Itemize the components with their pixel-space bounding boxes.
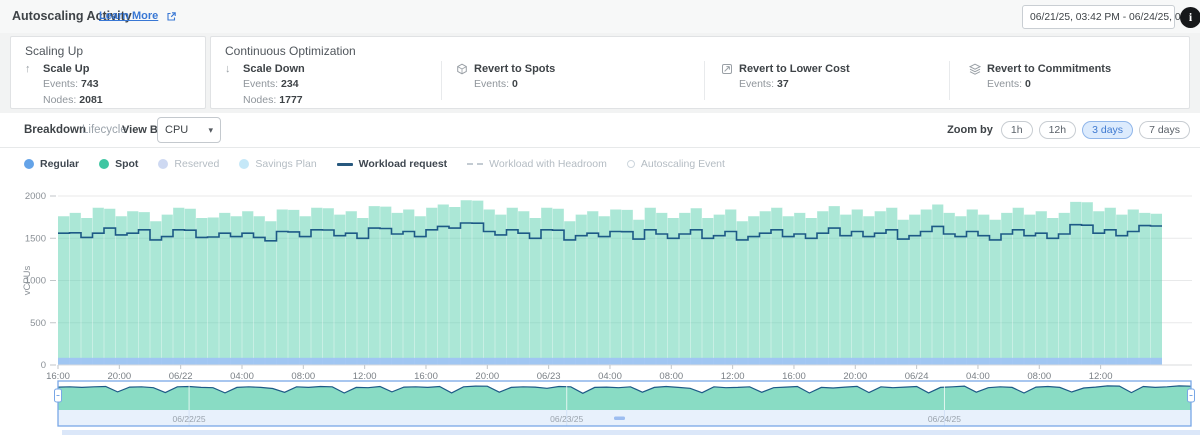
date-range-picker[interactable]: 06/21/25, 03:42 PM - 06/24/25, 03:42 PM bbox=[1022, 5, 1200, 29]
legend-reserved[interactable]: Reserved bbox=[158, 158, 219, 170]
legend-savings-plan[interactable]: Savings Plan bbox=[239, 158, 317, 170]
spot-swatch bbox=[99, 159, 110, 169]
chart-legend: Regular Spot Reserved Savings Plan Workl… bbox=[24, 152, 725, 176]
svg-text:08:00: 08:00 bbox=[1027, 371, 1051, 380]
svg-text:20:00: 20:00 bbox=[107, 371, 131, 380]
svg-text:06/24/25: 06/24/25 bbox=[928, 414, 961, 424]
stat-revert-to-lower-cost: Revert to Lower Cost Events: 37 bbox=[721, 63, 850, 91]
reserved-swatch bbox=[158, 159, 169, 169]
svg-text:08:00: 08:00 bbox=[659, 371, 683, 380]
divider bbox=[704, 61, 705, 100]
view-by-value: CPU bbox=[165, 124, 189, 136]
continuous-optimization-card: Continuous Optimization ↓ Scale Down Eve… bbox=[210, 36, 1190, 109]
divider bbox=[949, 61, 950, 100]
savings-plan-swatch bbox=[239, 159, 250, 169]
stat-label: Revert to Lower Cost bbox=[739, 63, 850, 75]
date-range-value: 06/21/25, 03:42 PM - 06/24/25, 03:42 PM bbox=[1030, 11, 1200, 23]
svg-text:16:00: 16:00 bbox=[414, 371, 438, 380]
svg-text:12:00: 12:00 bbox=[721, 371, 745, 380]
continuous-optimization-title: Continuous Optimization bbox=[225, 44, 356, 58]
svg-text:1500: 1500 bbox=[25, 233, 46, 244]
zoom-option-1h[interactable]: 1h bbox=[1000, 121, 1033, 139]
chevron-down-icon: ▾ bbox=[208, 124, 213, 135]
stat-events: Events: 0 bbox=[474, 78, 518, 90]
legend-workload-request[interactable]: Workload request bbox=[336, 158, 447, 170]
stat-nodes: Nodes: 2081 bbox=[43, 93, 103, 106]
svg-text:20:00: 20:00 bbox=[475, 371, 499, 380]
zoom-option-12h[interactable]: 12h bbox=[1038, 121, 1077, 139]
svg-text:06/22/25: 06/22/25 bbox=[173, 414, 206, 424]
svg-text:0: 0 bbox=[41, 360, 46, 371]
tab-lifecycle[interactable]: Lifecycle bbox=[82, 124, 127, 136]
stat-scale-up: ↑ Scale Up Events: 743 Nodes: 2081 bbox=[25, 63, 103, 106]
legend-workload-with-headroom[interactable]: Workload with Headroom bbox=[467, 158, 607, 170]
svg-text:06/24: 06/24 bbox=[905, 371, 929, 380]
zoom-by-label: Zoom by bbox=[947, 124, 993, 136]
legend-spot[interactable]: Spot bbox=[99, 158, 138, 170]
zoom-option-3days[interactable]: 3 days bbox=[1082, 121, 1134, 139]
svg-text:vCPUs: vCPUs bbox=[22, 265, 33, 295]
svg-text:12:00: 12:00 bbox=[353, 371, 377, 380]
view-by-select[interactable]: CPU ▾ bbox=[157, 117, 221, 143]
main-chart[interactable]: 0 500 1000 1500 2000 vCPUs 16:00 20:00 06/22 04:0… bbox=[0, 184, 1200, 380]
svg-text:08:00: 08:00 bbox=[291, 371, 315, 380]
stat-label: Scale Up bbox=[43, 63, 90, 75]
arrow-down-icon: ↓ bbox=[225, 63, 231, 75]
stat-label: Revert to Commitments bbox=[987, 63, 1112, 75]
stat-nodes: Nodes: 1777 bbox=[243, 93, 303, 106]
view-by-label: View By bbox=[122, 124, 164, 136]
divider bbox=[441, 61, 442, 100]
arrow-up-icon: ↑ bbox=[25, 63, 31, 75]
spot-cube-icon bbox=[456, 63, 470, 75]
bottom-scroll-strip bbox=[62, 430, 1200, 435]
info-button[interactable]: i bbox=[1180, 7, 1200, 28]
regular-swatch bbox=[24, 159, 34, 169]
legend-regular[interactable]: Regular bbox=[24, 158, 79, 170]
scaling-up-card: Scaling Up ↑ Scale Up Events: 743 Nodes: 2… bbox=[10, 36, 206, 109]
svg-text:1000: 1000 bbox=[25, 276, 46, 287]
svg-text:2000: 2000 bbox=[25, 191, 46, 202]
stat-revert-to-commitments: Revert to Commitments Events: 0 bbox=[969, 63, 1111, 91]
scaling-up-title: Scaling Up bbox=[25, 44, 84, 58]
page-title: Autoscaling Activity bbox=[12, 9, 132, 23]
chart-controls-row: Breakdown Lifecycle View By CPU ▾ Zoom b… bbox=[0, 113, 1200, 148]
timeline-navigator[interactable]: 06/22/25 06/23/25 06/24/25 bbox=[0, 378, 1200, 432]
svg-text:04:00: 04:00 bbox=[598, 371, 622, 380]
svg-text:12:00: 12:00 bbox=[1089, 371, 1113, 380]
lower-cost-icon bbox=[721, 63, 735, 75]
stat-events: Events: 37 bbox=[739, 78, 789, 90]
main-chart-svg: 0 500 1000 1500 2000 vCPUs 16:00 20:00 06/22 04:0… bbox=[22, 191, 1192, 380]
workload-headroom-swatch bbox=[467, 163, 484, 165]
stat-events: Events: 0 bbox=[987, 78, 1031, 90]
legend-autoscaling-event[interactable]: Autoscaling Event bbox=[626, 158, 725, 170]
external-link-icon bbox=[167, 12, 176, 21]
stat-label: Revert to Spots bbox=[474, 63, 556, 75]
summary-stats-band: Scaling Up ↑ Scale Up Events: 743 Nodes: 2… bbox=[0, 33, 1200, 113]
tab-breakdown[interactable]: Breakdown bbox=[24, 124, 86, 136]
zoom-by-group: Zoom by 1h 12h 3 days 7 days bbox=[947, 121, 1190, 139]
svg-text:06/22: 06/22 bbox=[169, 371, 193, 380]
svg-text:16:00: 16:00 bbox=[782, 371, 806, 380]
svg-text:16:00: 16:00 bbox=[46, 371, 70, 380]
svg-text:20:00: 20:00 bbox=[843, 371, 867, 380]
learn-more-link[interactable]: Learn More bbox=[99, 10, 159, 22]
svg-text:04:00: 04:00 bbox=[230, 371, 254, 380]
stat-events: Events: 743 bbox=[43, 78, 99, 90]
svg-text:04:00: 04:00 bbox=[966, 371, 990, 380]
svg-text:500: 500 bbox=[30, 318, 46, 329]
stat-scale-down: ↓ Scale Down Events: 234 Nodes: 1777 bbox=[225, 63, 305, 106]
stat-events: Events: 234 bbox=[243, 78, 299, 90]
navigator-svg: 06/22/25 06/23/25 06/24/25 bbox=[54, 380, 1195, 427]
layers-icon bbox=[969, 63, 983, 75]
title-bar: Autoscaling Activity Learn More 06/21/25… bbox=[0, 0, 1200, 33]
svg-text:06/23: 06/23 bbox=[537, 371, 561, 380]
stat-label: Scale Down bbox=[243, 63, 305, 75]
svg-text:06/23/25: 06/23/25 bbox=[550, 414, 583, 424]
workload-request-swatch bbox=[336, 162, 353, 166]
zoom-option-7days[interactable]: 7 days bbox=[1139, 121, 1190, 139]
stat-revert-to-spots: Revert to Spots Events: 0 bbox=[456, 63, 555, 91]
autoscaling-event-swatch bbox=[626, 160, 635, 168]
